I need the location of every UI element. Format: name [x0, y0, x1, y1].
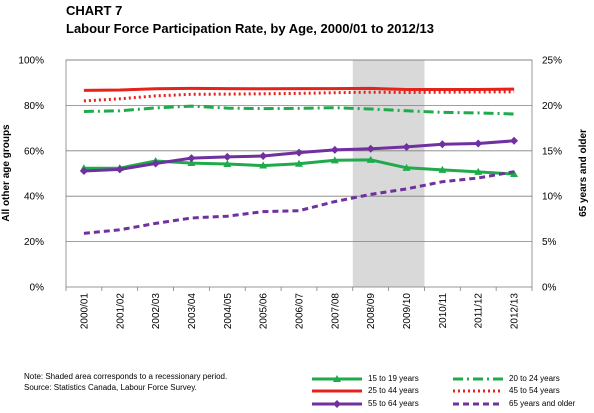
series-layer [79, 86, 519, 235]
y-axis-title-right: 65 years and older [578, 129, 589, 217]
data-point [330, 156, 339, 164]
data-point [474, 139, 483, 148]
y-tick-label-right: 5% [542, 237, 557, 248]
y-tick-label-left: 20% [24, 237, 44, 248]
plot-frame [65, 59, 533, 288]
y-tick-label-right: 15% [542, 146, 562, 157]
y-tick-label-right: 0% [542, 283, 557, 294]
series-line [83, 90, 515, 103]
y-tick-label-left: 80% [24, 101, 44, 112]
y-tick-label-left: 100% [18, 56, 44, 67]
series-45-to-54-years [83, 90, 515, 103]
series-line [83, 104, 515, 116]
data-point [115, 165, 124, 174]
chart-title: CHART 7 [66, 3, 123, 18]
data-point [474, 167, 483, 175]
series-line [83, 170, 515, 235]
y-tick-label-right: 20% [542, 101, 562, 112]
data-point [223, 152, 232, 161]
series-line [83, 86, 515, 92]
x-tick-label: 2004/05 [223, 293, 234, 330]
note-text: Note: Shaded area corresponds to a reces… [24, 372, 228, 381]
data-point [510, 169, 519, 177]
data-point [366, 144, 375, 153]
data-point [402, 142, 411, 151]
series-25-to-44-years [83, 86, 515, 92]
data-point [187, 154, 196, 163]
y-tick-label-left: 0% [30, 283, 45, 294]
series-55-to-64-years [79, 136, 519, 176]
data-point [79, 167, 88, 176]
data-point [151, 159, 160, 168]
data-point [330, 145, 339, 154]
source-text: Source: Statistics Canada, Labour Force … [24, 383, 197, 392]
data-point [402, 163, 411, 171]
axes: 0% 20% 40% 60% 80% 100% 0% 5% 10% 15% 20% 25% 2000/0… [18, 56, 562, 330]
data-point [223, 159, 232, 167]
chart-notes: Note: Shaded area corresponds to a reces… [24, 371, 227, 393]
x-tick-label: 2005/06 [259, 293, 270, 330]
data-point [295, 159, 303, 167]
x-tick-label: 2012/13 [510, 293, 521, 330]
data-point [295, 148, 303, 157]
y-tick-label-right: 25% [542, 56, 562, 67]
y-tick-label-left: 60% [24, 146, 44, 157]
x-tick-label: 2006/07 [295, 293, 306, 330]
data-point [187, 159, 196, 167]
x-tick-label: 2007/08 [330, 293, 341, 330]
x-tick-label: 2009/10 [402, 293, 413, 330]
x-tick-label: 2003/04 [187, 293, 198, 330]
x-tick-label: 2000/01 [79, 293, 90, 330]
y-tick-label-right: 10% [542, 192, 562, 203]
x-tick-label: 2001/02 [115, 293, 126, 330]
y-tick-label-left: 40% [24, 192, 44, 203]
series-20-to-24-years [83, 104, 515, 116]
chart-subtitle: Labour Force Participation Rate, by Age,… [66, 21, 434, 36]
data-point [366, 155, 375, 163]
data-point [438, 165, 447, 173]
data-point [259, 152, 268, 161]
recession-shading [352, 60, 425, 287]
x-tick-label: 2002/03 [151, 293, 162, 330]
data-point [259, 161, 268, 169]
x-tick-label: 2008/09 [366, 293, 377, 330]
x-tick-label: 2011/12 [474, 293, 485, 329]
data-point [510, 136, 519, 145]
recession-shade-layer [352, 60, 425, 287]
y-axis-title-left: All other age groups [1, 124, 12, 222]
data-point [438, 140, 447, 149]
series-65-years-and-older [83, 170, 515, 235]
x-tick-label: 2010/11 [438, 293, 449, 329]
